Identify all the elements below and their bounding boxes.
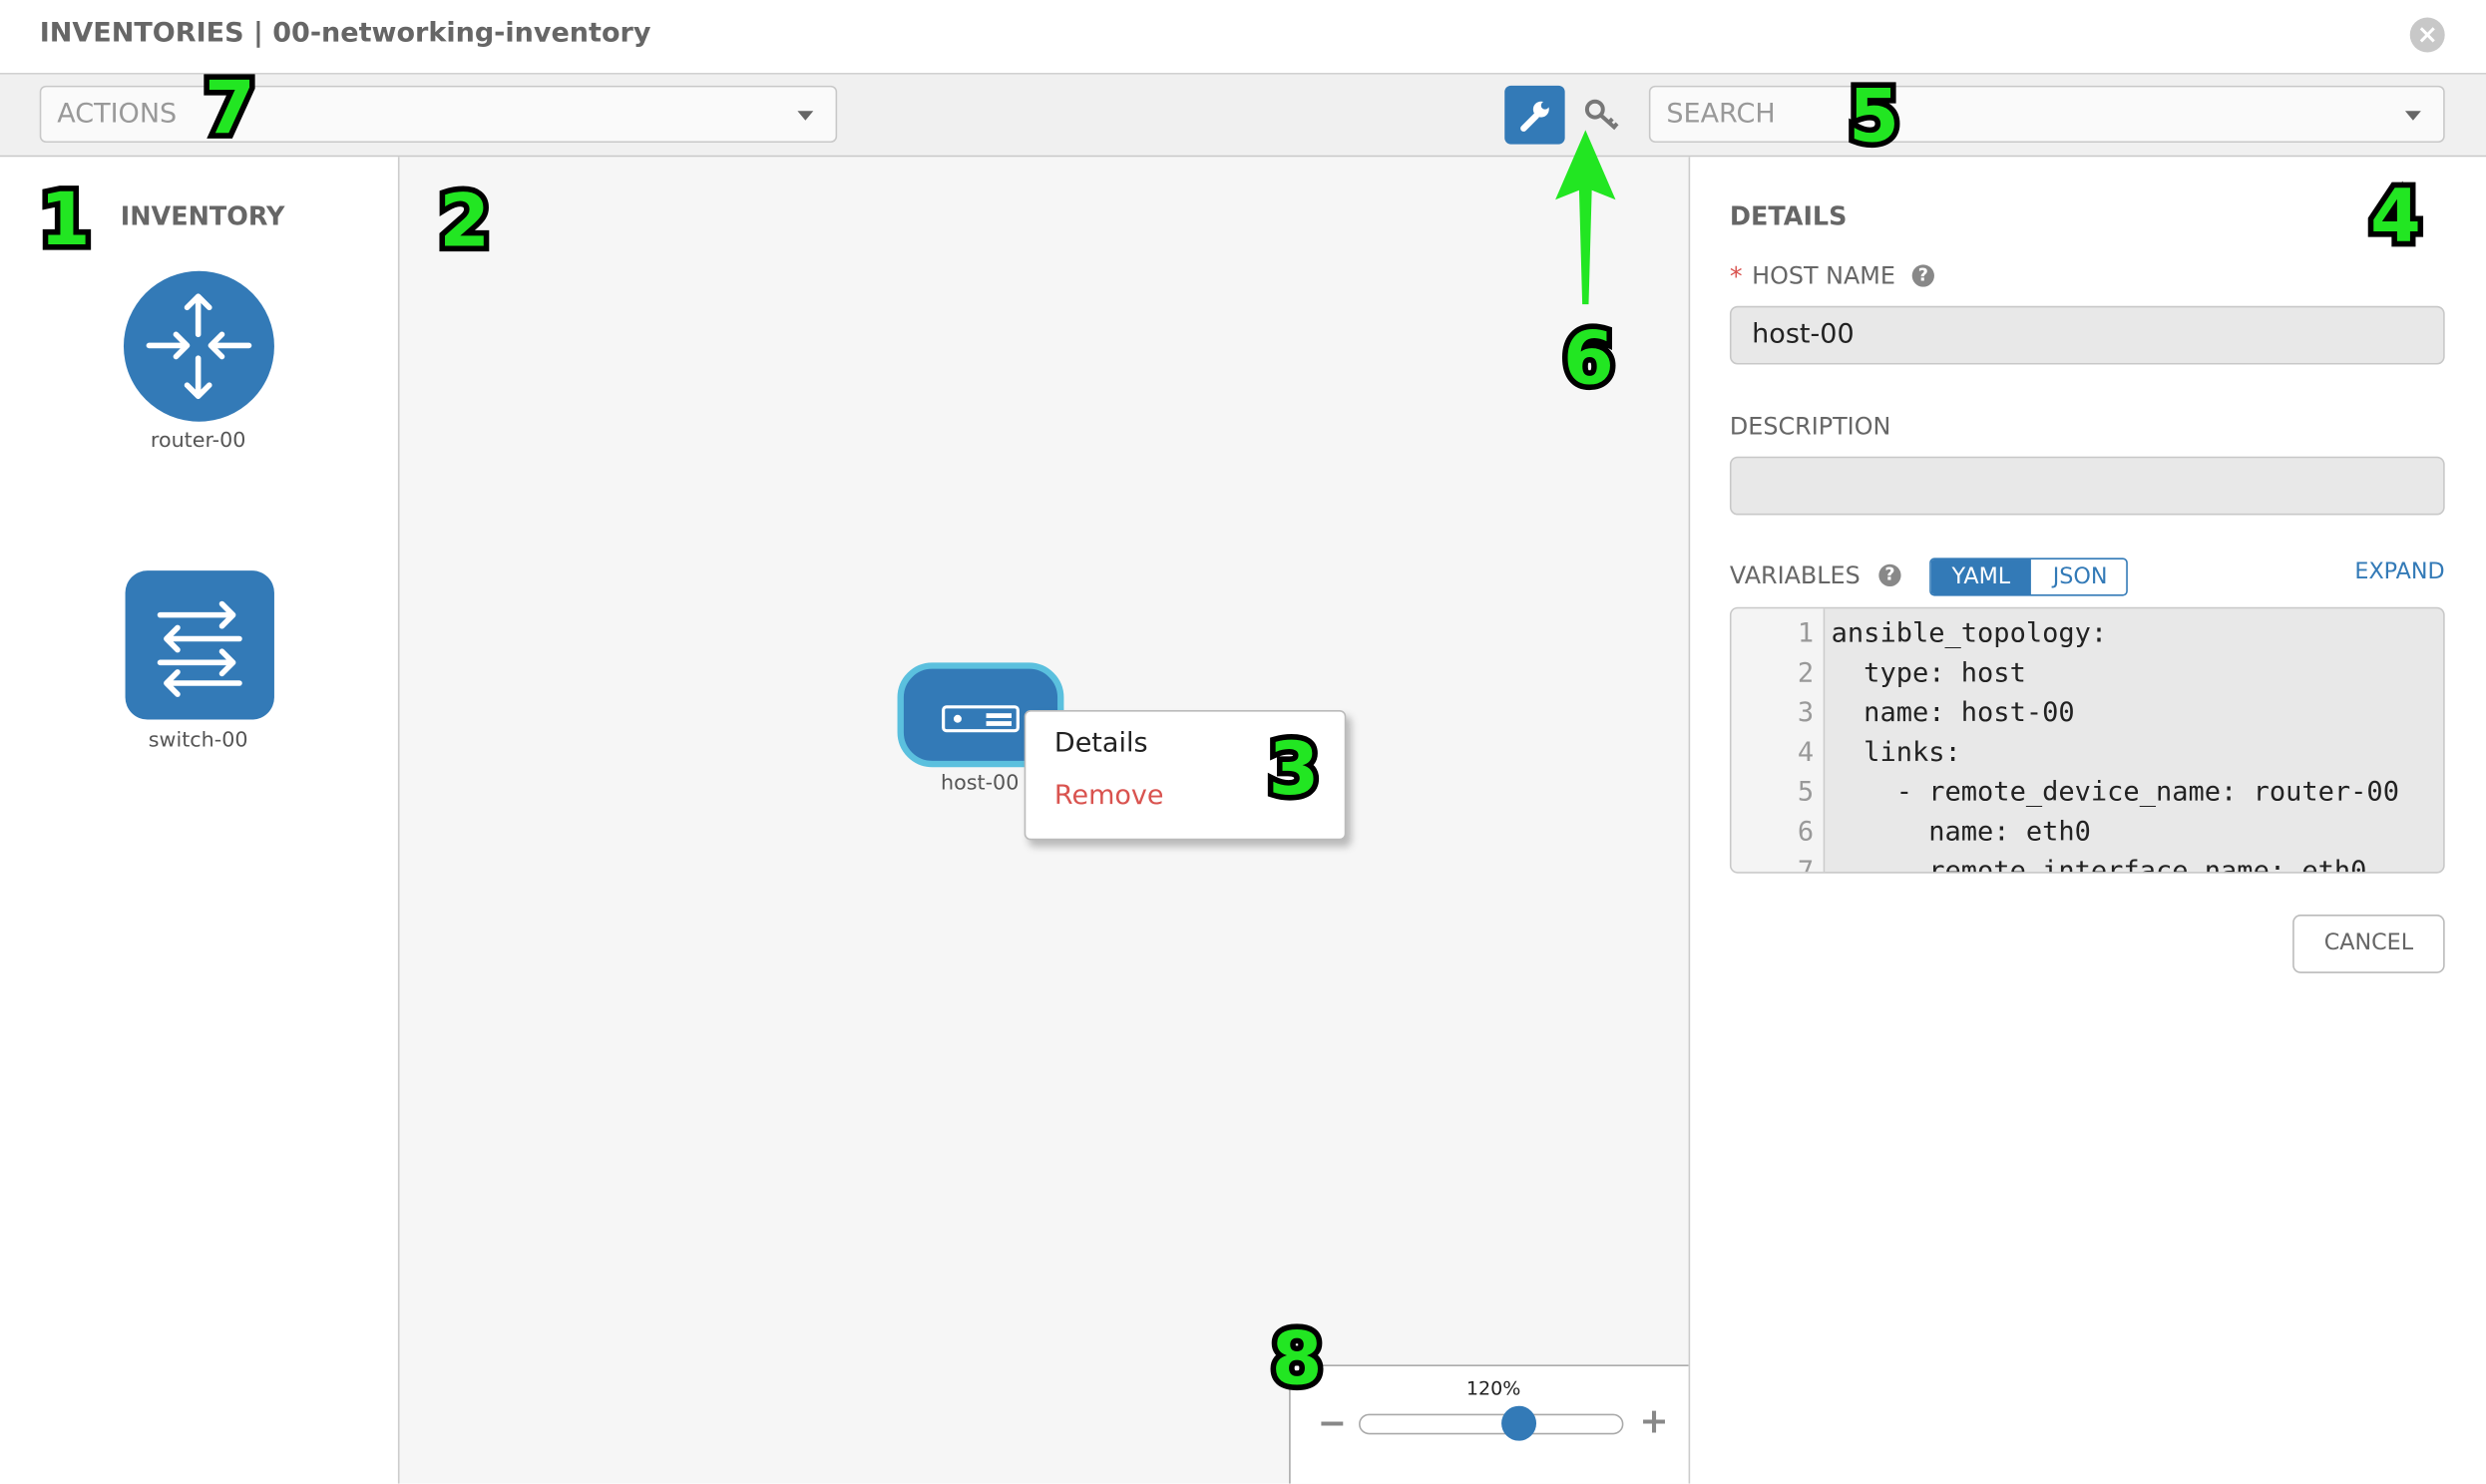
host-name-input[interactable]: host-00 (1729, 305, 2445, 365)
zoom-slider-thumb[interactable] (1501, 1405, 1537, 1441)
zoom-slider[interactable] (1359, 1405, 1624, 1441)
annotation-7: 7 (199, 65, 260, 151)
switch-icon (157, 600, 242, 697)
inventory-item-router[interactable] (123, 270, 274, 422)
code-line: name: host-00 (1831, 697, 2075, 730)
line-number-gutter (1731, 608, 1826, 873)
header: INVENTORIES | 00-networking-inventory × (0, 0, 2486, 75)
yaml-toggle[interactable]: YAML (1930, 559, 2031, 594)
variables-label: VARIABLES (1729, 560, 1861, 590)
wrench-icon (1520, 101, 1549, 132)
help-icon[interactable]: ? (1911, 264, 1934, 287)
code-line: ansible_topology: (1831, 617, 2108, 650)
annotation-8: 8 (1266, 1315, 1328, 1401)
code-line: remote_interface_name: eth0 (1831, 856, 2367, 874)
host-server-icon (942, 705, 1020, 733)
description-label: DESCRIPTION (1729, 412, 1891, 441)
cancel-button[interactable]: CANCEL (2292, 915, 2445, 973)
annotation-3: 3 (1263, 725, 1325, 812)
chevron-down-icon (797, 111, 814, 121)
description-input[interactable] (1729, 456, 2445, 516)
line-number: 3 (1797, 697, 1815, 730)
context-menu-details[interactable]: Details (1053, 727, 1148, 760)
router-icon (146, 293, 252, 400)
inventory-item-switch[interactable] (125, 570, 274, 720)
annotation-6: 6 (1557, 315, 1619, 402)
line-number: 1 (1797, 617, 1815, 650)
line-number: 7 (1797, 856, 1815, 874)
chevron-down-icon (2404, 111, 2421, 121)
page-title: INVENTORIES | 00-networking-inventory (39, 17, 651, 50)
zoom-in-button[interactable]: + (1639, 1402, 1669, 1443)
search-dropdown[interactable]: SEARCH (1648, 85, 2445, 144)
actions-dropdown[interactable]: ACTIONS (39, 85, 838, 144)
annotation-arrow-icon (1555, 130, 1616, 305)
host-node-label: host-00 (941, 771, 1020, 796)
annotation-5: 5 (1844, 73, 1905, 159)
inventory-title: INVENTORY (120, 200, 285, 232)
json-toggle[interactable]: JSON (2052, 563, 2108, 590)
inventory-item-label: switch-00 (148, 729, 248, 753)
zoom-widget: 120% − + (1289, 1364, 1689, 1484)
code-line: links: (1831, 737, 1961, 769)
expand-link[interactable]: EXPAND (2354, 559, 2445, 585)
annotation-1: 1 (34, 176, 96, 262)
required-mark: * (1729, 261, 1743, 292)
key-icon (1584, 99, 1619, 131)
key-button[interactable] (1577, 92, 1625, 140)
help-icon[interactable]: ? (1878, 563, 1901, 587)
details-title: DETAILS (1729, 200, 1848, 232)
variables-editor[interactable]: 1 ansible_topology: 2 type: host 3 name: ho… (1729, 606, 2445, 874)
annotation-2: 2 (434, 178, 496, 263)
zoom-level-label: 120% (1465, 1377, 1521, 1400)
annotation-4: 4 (2364, 173, 2426, 259)
code-line: type: host (1831, 657, 2026, 690)
host-name-label: HOST NAME (1752, 261, 1895, 290)
code-line: name: eth0 (1831, 816, 2091, 849)
search-placeholder: SEARCH (1666, 98, 1776, 131)
close-icon[interactable]: × (2409, 17, 2445, 53)
line-number: 2 (1797, 657, 1815, 690)
zoom-out-button[interactable]: − (1317, 1404, 1348, 1444)
context-menu: Details Remove (1024, 710, 1347, 841)
wrench-button[interactable] (1504, 85, 1565, 145)
line-number: 5 (1797, 776, 1815, 809)
actions-placeholder: ACTIONS (57, 98, 178, 131)
format-toggle: YAML JSON (1929, 557, 2128, 596)
context-menu-remove[interactable]: Remove (1053, 779, 1164, 812)
line-number: 4 (1797, 737, 1815, 769)
code-line: - remote_device_name: router-00 (1831, 776, 2399, 809)
inventory-item-label: router-00 (150, 429, 246, 454)
line-number: 6 (1797, 816, 1815, 849)
